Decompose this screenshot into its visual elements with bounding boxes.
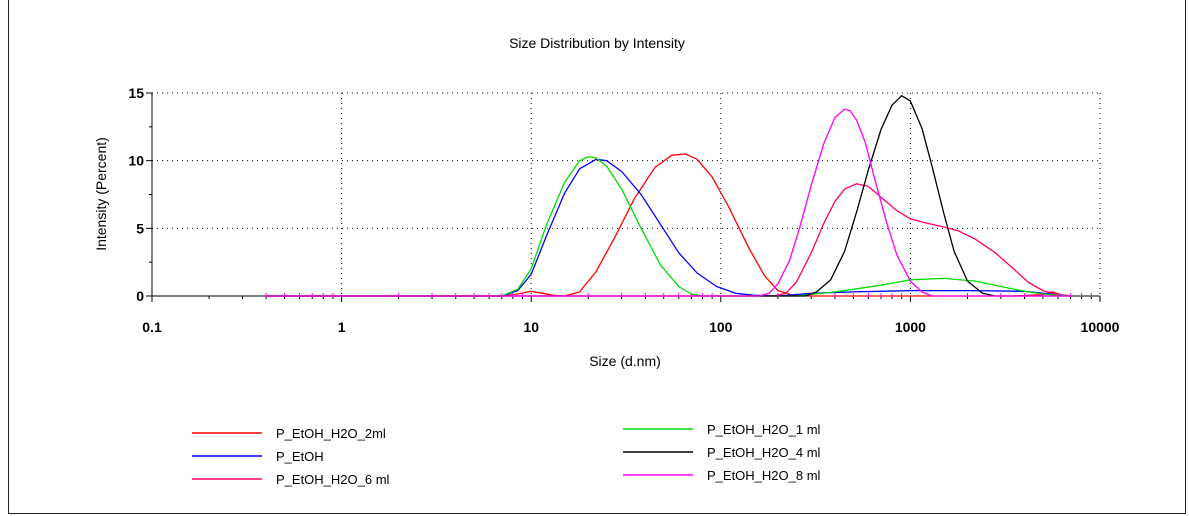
series-line bbox=[266, 95, 1071, 297]
x-tick-label: 10000 bbox=[1081, 319, 1120, 335]
legend-label: P_EtOH_H2O_8 ml bbox=[707, 468, 821, 483]
series-lines bbox=[265, 95, 1092, 297]
legend-label: P_EtOH_H2O_4 ml bbox=[707, 445, 821, 460]
x-tick-label: 10 bbox=[523, 319, 539, 335]
legend-label: P_EtOH_H2O_1 ml bbox=[707, 422, 821, 437]
y-tick-label: 5 bbox=[136, 220, 144, 236]
x-tick-label: 1 bbox=[338, 319, 346, 335]
axes bbox=[146, 92, 1101, 302]
legend-label: P_EtOH_H2O_2ml bbox=[276, 426, 386, 441]
series-line bbox=[266, 108, 1071, 297]
legend-label: P_EtOH_H2O_6 ml bbox=[276, 472, 390, 487]
legend-label: P_EtOH bbox=[276, 449, 324, 464]
y-tick-label: 15 bbox=[128, 85, 144, 101]
x-tick-label: 0.1 bbox=[142, 319, 162, 335]
grid bbox=[152, 92, 1101, 296]
tick-labels: 0.1 1 10 100 1000 10000 0 5 10 15 bbox=[128, 85, 1119, 335]
y-tick-label: 0 bbox=[136, 288, 144, 304]
series-line bbox=[266, 158, 1071, 297]
y-tick-label: 10 bbox=[128, 153, 144, 169]
chart-frame bbox=[8, 0, 1186, 514]
chart-title: Size Distribution by Intensity bbox=[509, 35, 685, 51]
x-tick-label: 100 bbox=[709, 319, 733, 335]
y-axis-label: Intensity (Percent) bbox=[93, 137, 109, 251]
series-line bbox=[266, 155, 1071, 297]
legend: P_EtOH_H2O_2ml P_EtOH P_EtOH_H2O_6 ml P_EtO… bbox=[192, 422, 821, 487]
x-axis-label: Size (d.nm) bbox=[589, 353, 661, 369]
x-tick-label: 1000 bbox=[895, 319, 926, 335]
series-line bbox=[266, 183, 1071, 297]
